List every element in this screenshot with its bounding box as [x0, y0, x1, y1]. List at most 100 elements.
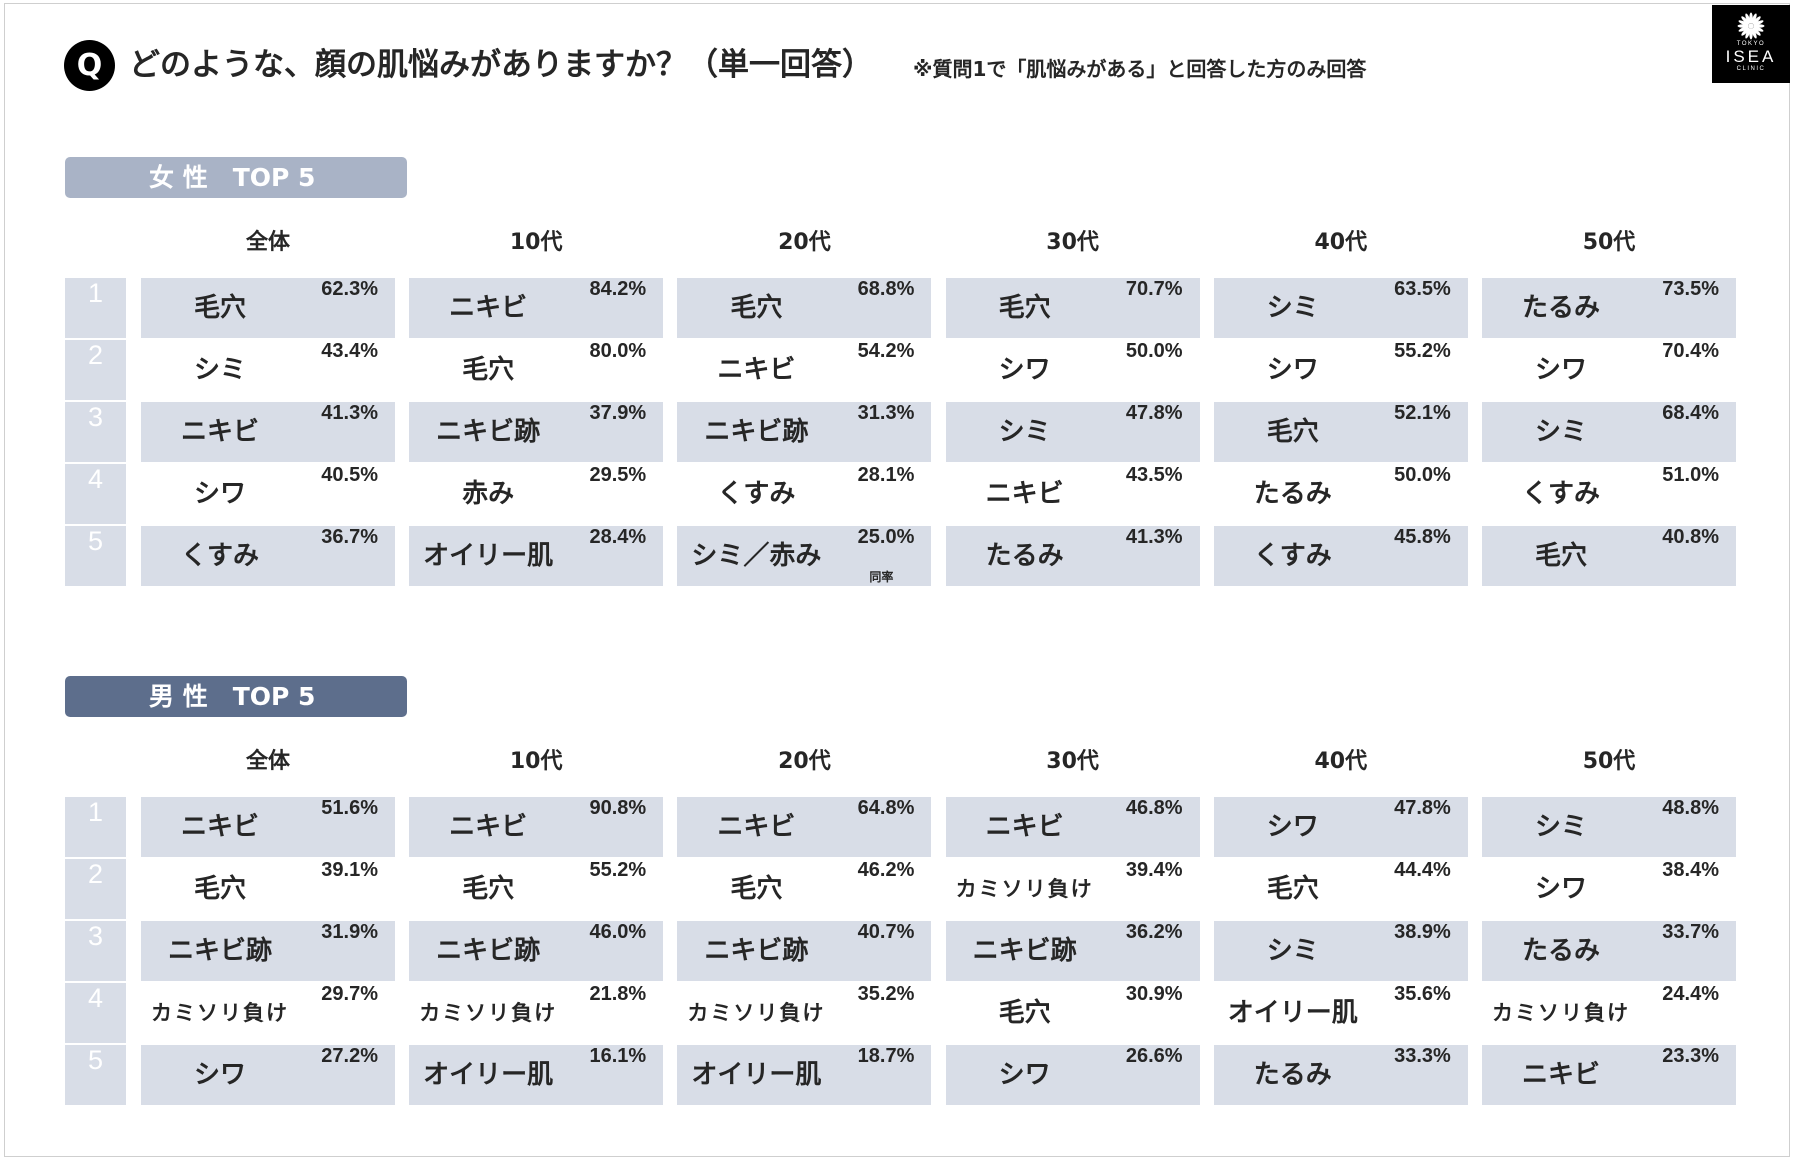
male-column-header: 全体 [245, 749, 290, 774]
male-ranking-cell: ニキビ 23.3% [1482, 1045, 1736, 1105]
male-ranking-cell: ニキビ 51.6% [141, 797, 395, 857]
female-rank-number: 1 [65, 278, 126, 338]
female-percent-value: 68.4% [1662, 402, 1719, 424]
male-percent-value: 64.8% [857, 797, 915, 819]
female-percent-value: 25.0% [857, 526, 915, 548]
female-percent-value: 37.9% [589, 402, 647, 424]
female-percent-value: 29.5% [589, 464, 647, 486]
male-concern-label: オイリー肌 [1227, 998, 1358, 1028]
male-percent-value: 39.1% [321, 859, 378, 881]
female-concern-label: 毛穴 [998, 293, 1051, 323]
female-concern-label: ニキビ [717, 355, 796, 385]
female-percent-value: 62.3% [321, 278, 378, 300]
female-percent-value: 28.4% [589, 526, 647, 548]
male-percent-value: 46.2% [857, 859, 915, 881]
male-concern-label: オイリー肌 [423, 1060, 554, 1090]
male-concern-label: カミソリ負け [1492, 1001, 1630, 1025]
female-rank-number: 3 [65, 402, 126, 462]
logo-name: ISEA [1725, 47, 1777, 66]
male-percent-value: 46.0% [589, 921, 647, 943]
male-ranking-cell: ニキビ 64.8% [677, 797, 932, 857]
male-percent-value: 33.7% [1662, 921, 1719, 943]
female-ranking-cell: シミ 43.4% [141, 340, 395, 400]
question-badge: Q [64, 40, 115, 91]
male-concern-label: オイリー肌 [691, 1060, 822, 1090]
female-rank-number: 2 [65, 340, 126, 400]
female-ranking-cell: 毛穴 52.1% [1213, 402, 1468, 462]
female-percent-value: 43.4% [321, 340, 378, 362]
male-percent-value: 16.1% [589, 1045, 647, 1067]
male-percent-value: 48.8% [1662, 797, 1719, 819]
male-rank-number: 4 [65, 983, 126, 1043]
male-percent-value: 36.2% [1125, 921, 1183, 943]
female-concern-label: ニキビ跡 [436, 417, 541, 447]
male-percent-value: 47.8% [1394, 797, 1451, 819]
male-ranking-cell: シワ 38.4% [1482, 859, 1736, 919]
male-column-header: 40代 [1314, 749, 1368, 774]
female-ranking-cell: ニキビ 41.3% [141, 402, 395, 462]
male-percent-value: 30.9% [1125, 983, 1183, 1005]
female-ranking-cell: シワ 55.2% [1214, 340, 1468, 400]
male-concern-label: ニキビ [717, 812, 796, 842]
female-rank-number: 4 [65, 464, 126, 524]
female-concern-label: たるみ [1521, 293, 1600, 323]
male-concern-label: カミソリ負け [419, 1001, 558, 1025]
male-ranking-cell: たるみ 33.7% [1482, 921, 1736, 981]
female-percent-value: 43.5% [1125, 464, 1183, 486]
male-concern-label: ニキビ [449, 812, 528, 842]
male-percent-value: 21.8% [589, 983, 647, 1005]
female-column-header: 30代 [1046, 230, 1099, 255]
female-concern-label: シワ [193, 479, 246, 509]
male-percent-value: 31.9% [321, 921, 378, 943]
female-column-header: 50代 [1582, 230, 1636, 255]
female-ranking-cell: シワ 50.0% [946, 340, 1200, 400]
male-percent-value: 35.2% [857, 983, 915, 1005]
male-ranking-cell: 毛穴 30.9% [946, 983, 1200, 1043]
male-concern-label: ニキビ跡 [436, 936, 541, 966]
female-percent-value: 84.2% [589, 278, 647, 300]
male-concern-label: 毛穴 [730, 874, 783, 904]
female-ranking-cell: 毛穴 68.8% [677, 278, 932, 338]
female-concern-label: くすみ [1521, 479, 1600, 509]
male-concern-label: ニキビ跡 [704, 936, 809, 966]
male-rank-number: 3 [65, 921, 126, 981]
female-ranking-cell: 毛穴 62.3% [141, 278, 395, 338]
female-column-header: 10代 [509, 230, 563, 255]
female-ranking-cell: シミ 47.8% [945, 402, 1200, 462]
male-ranking-cell: シワ 47.8% [1213, 797, 1468, 857]
female-concern-label: くすみ [1253, 541, 1332, 571]
slide-frame [4, 3, 1790, 1157]
female-ranking-cell: ニキビ 54.2% [677, 340, 931, 400]
female-percent-value: 50.0% [1125, 340, 1183, 362]
male-percent-value: 27.2% [321, 1045, 378, 1067]
female-ranking-cell: シミ／赤み 25.0% 同率 [677, 526, 932, 586]
male-top5-header: 男 性 TOP 5 [65, 676, 407, 717]
female-ranking-cell: ニキビ跡 31.3% [677, 402, 932, 462]
female-concern-label: ニキビ [449, 293, 528, 323]
male-concern-label: たるみ [1253, 1060, 1332, 1090]
male-percent-value: 18.7% [857, 1045, 915, 1067]
male-ranking-cell: ニキビ跡 46.0% [409, 921, 664, 981]
male-percent-value: 55.2% [589, 859, 647, 881]
female-concern-label: シワ [998, 355, 1051, 385]
male-percent-value: 35.6% [1394, 983, 1451, 1005]
logo-top-text: TOKYO [1736, 41, 1766, 47]
female-percent-value: 41.3% [1125, 526, 1183, 548]
female-percent-value: 41.3% [321, 402, 378, 424]
female-percent-value: 80.0% [589, 340, 647, 362]
male-concern-label: たるみ [1521, 936, 1600, 966]
female-ranking-cell: ニキビ 43.5% [946, 464, 1200, 524]
male-concern-label: シワ [998, 1060, 1051, 1090]
female-ranking-cell: シミ 68.4% [1482, 402, 1736, 462]
sunburst-icon [1737, 12, 1765, 40]
male-concern-label: 毛穴 [462, 874, 515, 904]
female-ranking-cell: くすみ 45.8% [1213, 526, 1468, 586]
female-percent-value: 73.5% [1662, 278, 1719, 300]
female-ranking-cell: たるみ 50.0% [1214, 464, 1468, 524]
male-ranking-cell: 毛穴 39.1% [141, 859, 395, 919]
male-percent-value: 44.4% [1394, 859, 1451, 881]
male-rank-number: 1 [65, 797, 126, 857]
female-concern-label: オイリー肌 [423, 541, 554, 571]
female-concern-label: 毛穴 [730, 293, 783, 323]
male-ranking-cell: カミソリ負け 21.8% [409, 983, 663, 1043]
